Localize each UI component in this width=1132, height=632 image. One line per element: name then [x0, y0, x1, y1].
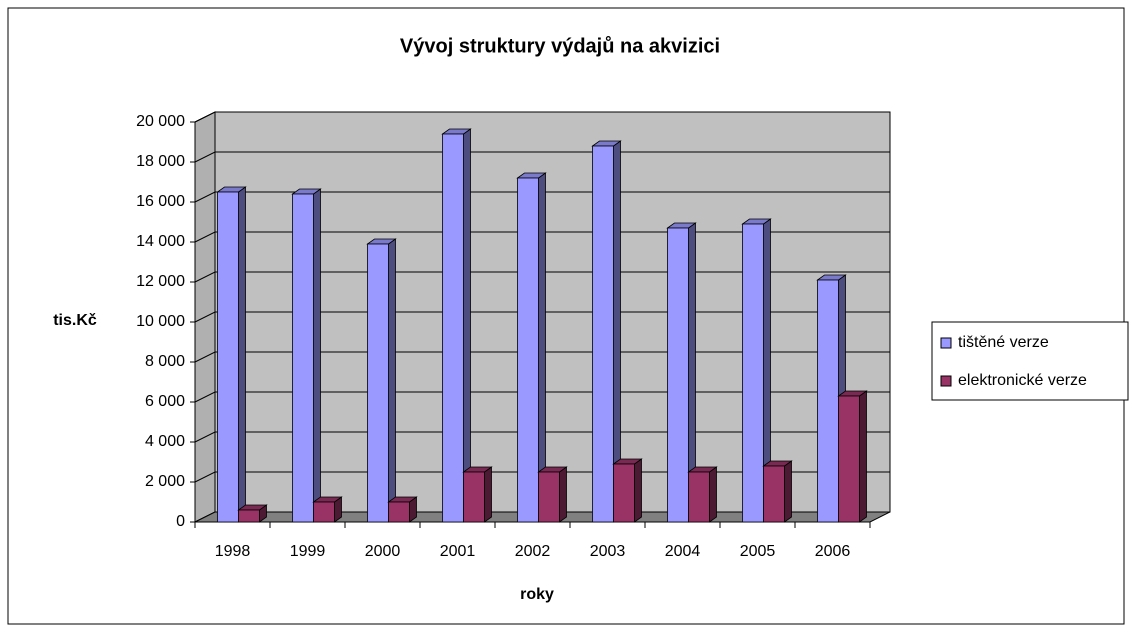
bar-side — [709, 466, 717, 523]
y-tick-label: 8 000 — [145, 353, 185, 370]
y-tick-label: 20 000 — [136, 113, 185, 130]
legend-label: tištěné verze — [958, 334, 1049, 351]
grid-line — [194, 151, 890, 163]
y-tick-label: 16 000 — [136, 193, 185, 210]
x-tick-label: 1998 — [215, 543, 251, 560]
x-tick-label: 2005 — [740, 543, 776, 560]
legend-swatch — [940, 375, 952, 387]
y-tick-label: 12 000 — [136, 273, 185, 290]
grid-line — [194, 231, 890, 243]
bar-side — [238, 186, 246, 523]
x-tick-label: 1999 — [290, 543, 326, 560]
bar — [217, 191, 239, 523]
y-tick-label: 18 000 — [136, 153, 185, 170]
y-tick-label: 6 000 — [145, 393, 185, 410]
grid-line — [194, 471, 890, 483]
bar — [817, 279, 839, 523]
x-tick-label: 2000 — [365, 543, 401, 560]
bar — [238, 509, 260, 523]
y-tick-label: 2 000 — [145, 473, 185, 490]
legend-box — [931, 321, 1129, 401]
bar-side — [463, 128, 471, 523]
x-tick-label: 2001 — [440, 543, 476, 560]
chart-title: Vývoj struktury výdajů na akvizici — [400, 35, 720, 57]
bar — [613, 463, 635, 523]
grid-line — [194, 431, 890, 443]
bar-side — [859, 390, 867, 523]
y-tick-label: 10 000 — [136, 313, 185, 330]
y-tick-label: 14 000 — [136, 233, 185, 250]
legend-swatch — [940, 337, 952, 349]
x-tick-label: 2006 — [815, 543, 851, 560]
bar — [367, 243, 389, 523]
grid-line — [194, 191, 890, 203]
bar — [292, 193, 314, 523]
grid-line — [194, 351, 890, 363]
bar-side — [484, 466, 492, 523]
bar-side — [313, 188, 321, 523]
bar — [463, 471, 485, 523]
bar — [763, 465, 785, 523]
bar — [388, 501, 410, 523]
bar — [517, 177, 539, 523]
grid-line — [194, 111, 890, 123]
bar-side — [784, 460, 792, 523]
y-tick-label: 4 000 — [145, 433, 185, 450]
y-tick-label: 0 — [176, 513, 185, 530]
x-tick-label: 2002 — [515, 543, 551, 560]
bar — [838, 395, 860, 523]
bar — [538, 471, 560, 523]
bar — [313, 501, 335, 523]
bar — [688, 471, 710, 523]
bar — [667, 227, 689, 523]
x-axis-label: roky — [520, 586, 554, 603]
bar — [592, 145, 614, 523]
grid-line — [194, 311, 890, 323]
grid-line — [194, 271, 890, 283]
legend-label: elektronické verze — [958, 372, 1087, 389]
grid-line — [194, 391, 890, 403]
bar-side — [388, 238, 396, 523]
x-tick-label: 2004 — [665, 543, 701, 560]
x-tick-label: 2003 — [590, 543, 626, 560]
bar — [742, 223, 764, 523]
bar-side — [559, 466, 567, 523]
bar-side — [634, 458, 642, 523]
bar — [442, 133, 464, 523]
y-axis-label: tis.Kč — [53, 312, 97, 329]
